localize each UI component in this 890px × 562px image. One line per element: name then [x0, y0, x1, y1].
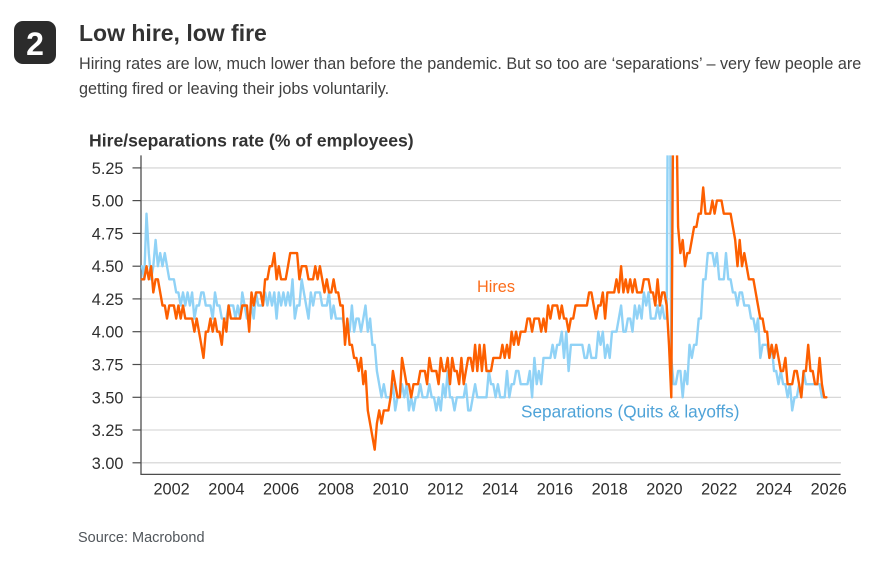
svg-text:3.25: 3.25 — [92, 422, 124, 440]
svg-text:4.75: 4.75 — [92, 225, 124, 243]
svg-text:4.25: 4.25 — [92, 291, 124, 309]
svg-text:2020: 2020 — [646, 481, 682, 499]
svg-text:2006: 2006 — [263, 481, 299, 499]
svg-text:Hires: Hires — [477, 278, 515, 296]
svg-text:2010: 2010 — [372, 481, 408, 499]
svg-text:2004: 2004 — [208, 481, 244, 499]
svg-text:2024: 2024 — [756, 481, 792, 499]
svg-text:2014: 2014 — [482, 481, 518, 499]
svg-text:2012: 2012 — [427, 481, 463, 499]
svg-text:Separations (Quits & layoffs): Separations (Quits & layoffs) — [521, 402, 739, 422]
svg-text:2016: 2016 — [537, 481, 573, 499]
svg-text:2008: 2008 — [318, 481, 354, 499]
svg-text:2002: 2002 — [153, 481, 189, 499]
svg-text:3.50: 3.50 — [92, 389, 124, 407]
svg-text:3.75: 3.75 — [92, 357, 124, 375]
svg-text:5.00: 5.00 — [92, 193, 124, 211]
svg-text:2022: 2022 — [701, 481, 737, 499]
svg-text:5.25: 5.25 — [92, 160, 124, 178]
svg-text:4.50: 4.50 — [92, 258, 124, 276]
svg-text:4.00: 4.00 — [92, 324, 124, 342]
svg-text:3.00: 3.00 — [92, 455, 124, 473]
svg-text:2026: 2026 — [811, 481, 847, 499]
svg-text:Hire/separations rate (% of em: Hire/separations rate (% of employees) — [89, 131, 414, 151]
svg-text:2018: 2018 — [592, 481, 628, 499]
